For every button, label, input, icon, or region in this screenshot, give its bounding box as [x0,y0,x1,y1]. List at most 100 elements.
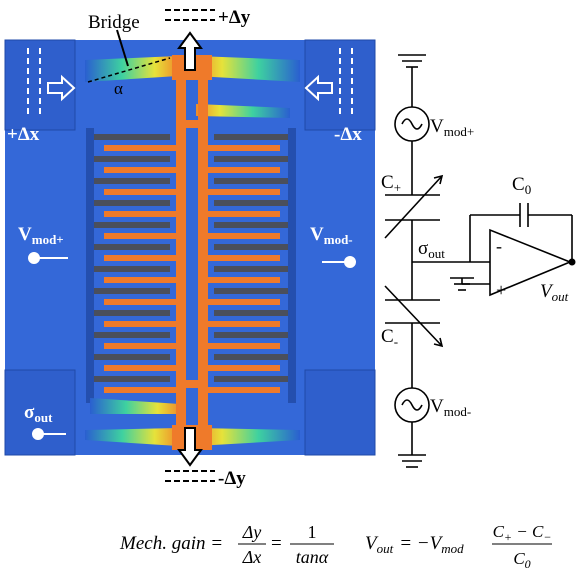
stator-finger [94,222,170,228]
rotor-finger [104,321,178,327]
vmod-base: V [18,224,32,245]
shuttle-link [186,120,198,128]
stator-finger [94,200,170,206]
stator-finger [214,354,288,360]
rotor-finger [104,145,178,151]
sigma-sub: out [34,410,53,425]
operator: − C [512,522,544,541]
vmod-sub: mod+ [32,232,64,247]
cap-sub: − [543,530,551,544]
equation-lhs: Vout= −Vmod [365,533,464,556]
stator-finger [94,354,170,360]
diagram: Bridge α +Δy -Δy +Δx -Δx Vmod+ Vmod- σou… [0,0,580,572]
rotor-finger [104,189,178,195]
vout-sub: out [552,289,569,304]
fraction-den: tanα [296,547,329,567]
fraction-num: C+ − C− [493,522,552,544]
cap-base: C [381,326,394,347]
stator-finger [94,288,170,294]
cap-label: C0 [512,174,531,197]
vmod-base: V [310,224,324,245]
equals: = [271,533,282,554]
rotor-finger [104,255,178,261]
cap-sub: 0 [525,557,531,571]
stator-finger [214,134,288,140]
opamp-input: - [496,236,502,256]
rotor-finger [206,365,280,371]
equation-rhs: = −V [399,533,443,554]
stator-finger [214,156,288,162]
vmod-sub: mod- [324,232,353,247]
bridge-label: Bridge [88,12,140,33]
vmod-label: Vmod- [430,396,471,419]
dx-label: -Δx [334,124,362,145]
cap-label: C+ [381,172,401,195]
stator-finger [214,376,288,382]
rotor-finger [104,211,178,217]
sigma-sub: out [428,246,445,261]
rotor-finger [104,365,178,371]
rotor-finger [104,343,178,349]
fraction-num: Δy [242,522,262,542]
stator-finger [94,266,170,272]
cap-sub: 0 [525,182,532,197]
rotor-finger [206,299,280,305]
stator-base [86,128,94,403]
vmod-base: V [430,396,444,417]
cap-base: C [381,172,394,193]
cap-base: C [493,522,505,541]
vout-sub: out [377,541,394,556]
opamp-input: + [496,280,506,300]
stator-finger [214,288,288,294]
rotor-finger [104,299,178,305]
angle-label: α [114,79,123,98]
stator-finger [94,134,170,140]
cap-sub: - [394,334,398,349]
shuttle-spine [176,75,186,425]
cap-sub: + [504,530,512,544]
stator-finger [214,200,288,206]
rotor-finger [206,387,280,393]
rotor-finger [104,233,178,239]
rotor-finger [206,189,280,195]
rotor-finger [206,255,280,261]
rotor-finger [206,211,280,217]
stator-finger [214,222,288,228]
stator-finger [94,310,170,316]
dx-label: +Δx [7,124,40,145]
cap-base: C [512,174,525,195]
rotor-finger [206,321,280,327]
vmod-sub: mod+ [444,124,474,139]
stator-base [288,128,296,403]
dy-label: +Δy [218,7,251,28]
vmod-label: Vmod+ [430,116,474,139]
rotor-finger [104,277,178,283]
shuttle-link [186,380,198,388]
equation-lhs: Mech. gain = [119,533,223,554]
dy-label: -Δy [218,468,246,489]
vmod-base: V [430,116,444,137]
rotor-finger [206,277,280,283]
stator-finger [214,310,288,316]
stator-finger [214,332,288,338]
rotor-finger [206,233,280,239]
vout-label: Vout [540,281,569,304]
stator-finger [94,244,170,250]
cap-sub: + [394,180,401,195]
vmod-sub: mod- [444,404,471,419]
rotor-finger [104,387,178,393]
sigma-label: σout [418,238,445,261]
circuit-wires [385,55,572,467]
stator-finger [94,376,170,382]
rotor-finger [104,167,178,173]
output-node [569,259,576,266]
sigma-base: σ [24,402,35,423]
stator-finger [214,178,288,184]
stator-finger [214,244,288,250]
vmod-sub: mod [441,541,464,556]
cap-base: C [513,549,525,568]
stator-finger [94,156,170,162]
stator-finger [214,266,288,272]
fraction-den: C0 [513,549,530,571]
fraction-den: Δx [242,547,262,567]
